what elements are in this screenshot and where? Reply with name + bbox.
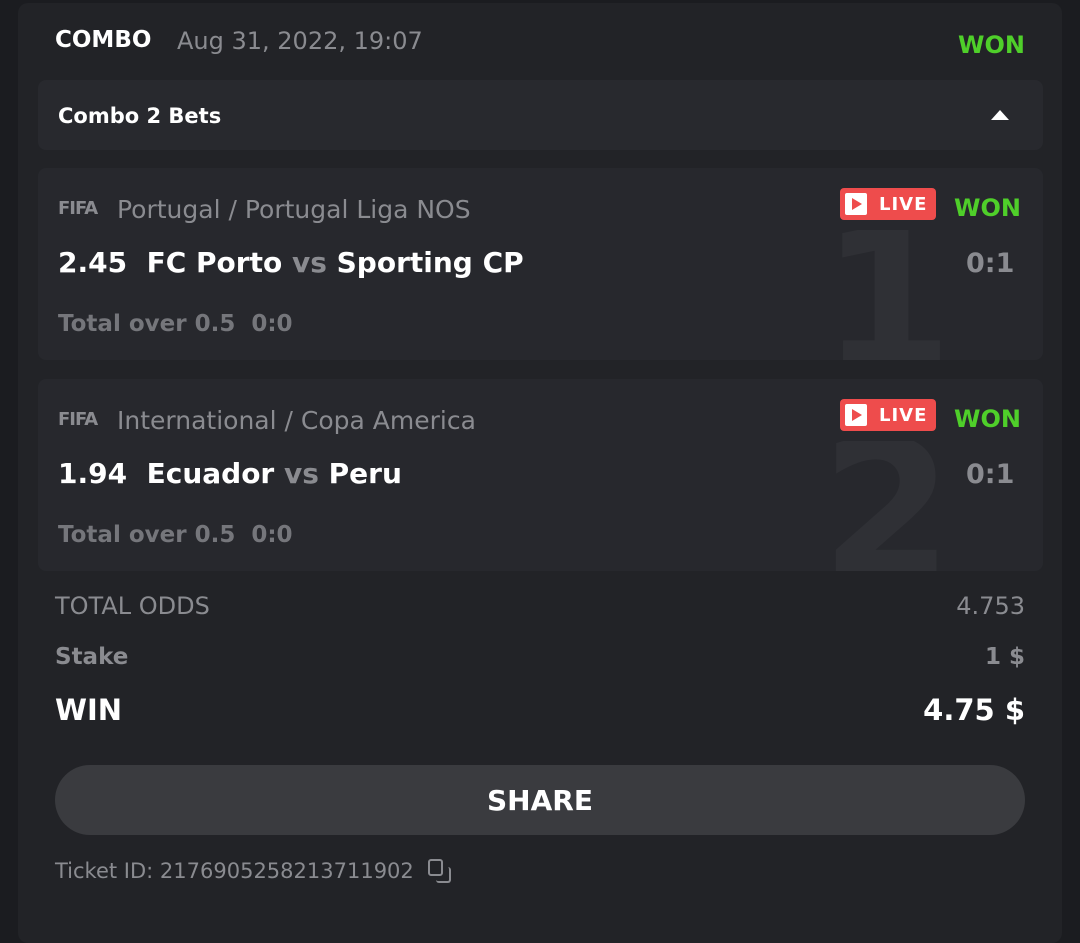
- away-team: Sporting CP: [336, 246, 524, 279]
- live-label: LIVE: [879, 193, 928, 215]
- bet-date: Aug 31, 2022, 19:07: [177, 27, 423, 55]
- bet-index: 1: [820, 230, 953, 360]
- win-label: WIN: [55, 693, 123, 727]
- match: 1.94 Ecuador vs Peru: [58, 457, 402, 490]
- copy-icon[interactable]: [427, 859, 452, 883]
- vs: vs: [283, 457, 319, 490]
- win-row: WIN 4.75 $: [55, 693, 1025, 727]
- bet-item: 1 FIFA Portugal / Portugal Liga NOS 2.45…: [38, 168, 1043, 360]
- win-value: 4.75 $: [923, 693, 1025, 727]
- combo-toggle[interactable]: Combo 2 Bets: [38, 80, 1043, 150]
- league: Portugal / Portugal Liga NOS: [117, 195, 471, 224]
- match: 2.45 FC Porto vs Sporting CP: [58, 246, 524, 279]
- market: Total over 0.5 0:0: [58, 522, 293, 548]
- home-team: FC Porto: [146, 246, 283, 279]
- market: Total over 0.5 0:0: [58, 311, 293, 337]
- combo-label: Combo 2 Bets: [58, 104, 222, 128]
- bet-index: 2: [820, 441, 953, 571]
- score: 0:1: [966, 248, 1015, 279]
- live-label: LIVE: [879, 404, 928, 426]
- bet-type: COMBO: [55, 27, 152, 53]
- chevron-up-icon[interactable]: [991, 110, 1009, 120]
- bet-ticket-card: COMBO Aug 31, 2022, 19:07 WON Combo 2 Be…: [18, 3, 1062, 943]
- market-name: Total over 0.5: [58, 522, 236, 548]
- play-icon: [845, 404, 867, 426]
- share-button[interactable]: SHARE: [55, 765, 1025, 835]
- score: 0:1: [966, 459, 1015, 490]
- live-badge[interactable]: LIVE: [840, 188, 936, 220]
- total-odds-value: 4.753: [956, 592, 1025, 620]
- total-odds-label: TOTAL ODDS: [55, 592, 210, 620]
- live-badge[interactable]: LIVE: [840, 399, 936, 431]
- league: International / Copa America: [117, 406, 476, 435]
- play-icon: [845, 193, 867, 215]
- stake-row: Stake 1 $: [55, 644, 1025, 670]
- ticket-status: WON: [958, 31, 1025, 59]
- market-score: 0:0: [251, 522, 293, 548]
- bet-status: WON: [954, 405, 1021, 433]
- stake-value: 1 $: [984, 644, 1025, 670]
- odds: 1.94: [58, 457, 128, 490]
- away-team: Peru: [328, 457, 402, 490]
- fifa-gamepad-icon: FIFA: [58, 409, 98, 430]
- bet-status: WON: [954, 194, 1021, 222]
- ticket-id: Ticket ID: 2176905258213711902: [55, 859, 414, 883]
- vs: vs: [291, 246, 327, 279]
- market-name: Total over 0.5: [58, 311, 236, 337]
- stake-label: Stake: [55, 644, 129, 670]
- fifa-gamepad-icon: FIFA: [58, 198, 98, 219]
- bet-item: 2 FIFA International / Copa America 1.94…: [38, 379, 1043, 571]
- ticket-id-row: Ticket ID: 2176905258213711902: [55, 859, 452, 883]
- total-odds-row: TOTAL ODDS 4.753: [55, 592, 1025, 620]
- odds: 2.45: [58, 246, 128, 279]
- home-team: Ecuador: [146, 457, 275, 490]
- market-score: 0:0: [251, 311, 293, 337]
